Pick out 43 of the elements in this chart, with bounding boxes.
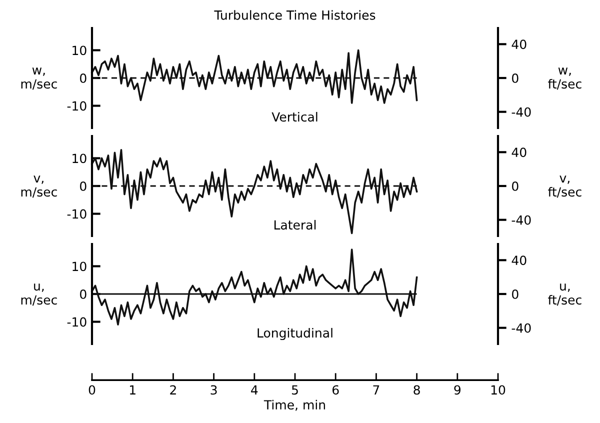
y2-tick-label: -40 — [512, 323, 531, 333]
y-tick-label: 0 — [80, 181, 86, 191]
y2-axis-title: u, ft/sec — [548, 283, 582, 306]
x-tick-label: 1 — [130, 385, 136, 394]
x-tick-label: 6 — [332, 385, 339, 395]
y-axis-title: u, m/sec — [21, 283, 57, 306]
x-tick-label: 10 — [491, 385, 506, 395]
x-axis-title: Time, min — [264, 400, 325, 411]
x-tick-label: 2 — [170, 385, 176, 394]
x-tick-label: 3 — [210, 385, 217, 395]
y-tick-label: -10 — [67, 317, 86, 327]
chart-title: Turbulence Time Histories — [214, 10, 376, 20]
line-series — [91, 49, 418, 104]
y-tick-label: 0 — [80, 289, 86, 299]
y2-tick-label: 0 — [512, 73, 518, 83]
x-tick-label: 5 — [292, 385, 298, 395]
x-tick-label: 8 — [414, 385, 420, 395]
y2-axis-title: v, ft/sec — [548, 176, 582, 198]
annotation: Vertical — [272, 112, 318, 122]
annotation: Lateral — [274, 220, 316, 230]
y2-tick-label: 0 — [512, 289, 518, 299]
x-tick-label: 9 — [454, 385, 460, 395]
y2-tick-label: 0 — [512, 181, 518, 191]
x-tick-label: 7 — [373, 385, 380, 394]
line-series — [91, 248, 418, 326]
y-axis-title: v, m/sec — [21, 176, 57, 198]
x-tick-label: 4 — [251, 385, 258, 394]
y-tick-label: -10 — [67, 101, 86, 111]
y2-tick-label: 40 — [512, 256, 526, 266]
annotation: Longitudinal — [258, 328, 332, 340]
y-tick-label: 10 — [72, 262, 86, 272]
y-axis-title: w, m/sec — [21, 68, 57, 90]
y-tick-label: 10 — [72, 46, 86, 56]
y2-tick-label: 40 — [512, 148, 526, 158]
y2-tick-label: 40 — [512, 40, 526, 50]
y2-tick-label: -40 — [512, 215, 531, 225]
y-tick-label: 10 — [72, 154, 86, 164]
x-tick-label: 0 — [88, 385, 96, 395]
y2-axis-title: w, ft/sec — [548, 68, 582, 90]
y-tick-label: 0 — [80, 73, 86, 83]
y2-tick-label: -40 — [512, 107, 531, 117]
y-tick-label: -10 — [67, 209, 86, 219]
line-series — [91, 148, 418, 234]
